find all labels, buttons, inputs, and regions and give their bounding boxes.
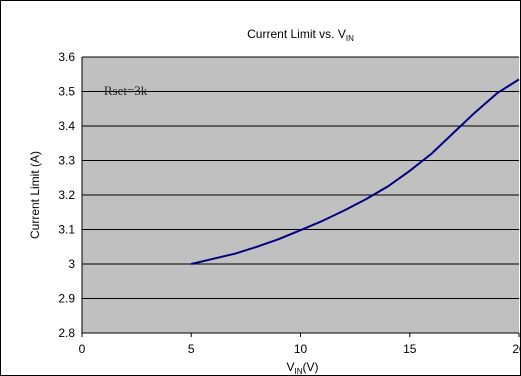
- x-tick-label: 15: [403, 342, 417, 356]
- y-tick-label: 3.2: [58, 188, 75, 202]
- x-tick-label: 20: [512, 342, 520, 356]
- series-line: [191, 78, 520, 265]
- y-tick-label: 2.9: [58, 292, 75, 306]
- y-tick-label: 3.3: [58, 154, 75, 168]
- x-tick-label: 5: [188, 342, 195, 356]
- y-tick-label: 3.5: [58, 85, 75, 99]
- x-tick-label: 0: [79, 342, 86, 356]
- y-tick-label: 3.4: [58, 119, 75, 133]
- y-tick-label: 3: [68, 257, 75, 271]
- y-axis-title: Current Limit (A): [28, 151, 42, 239]
- annotation-label: Rset=3k: [104, 83, 148, 98]
- chart-title: Current Limit vs. VIN: [247, 27, 354, 43]
- y-tick-label: 3.6: [58, 50, 75, 64]
- x-axis-title: VIN(V): [286, 360, 318, 375]
- y-tick-label: 2.8: [58, 326, 75, 340]
- x-tick-label: 10: [294, 342, 308, 356]
- y-tick-label: 3.1: [58, 223, 75, 237]
